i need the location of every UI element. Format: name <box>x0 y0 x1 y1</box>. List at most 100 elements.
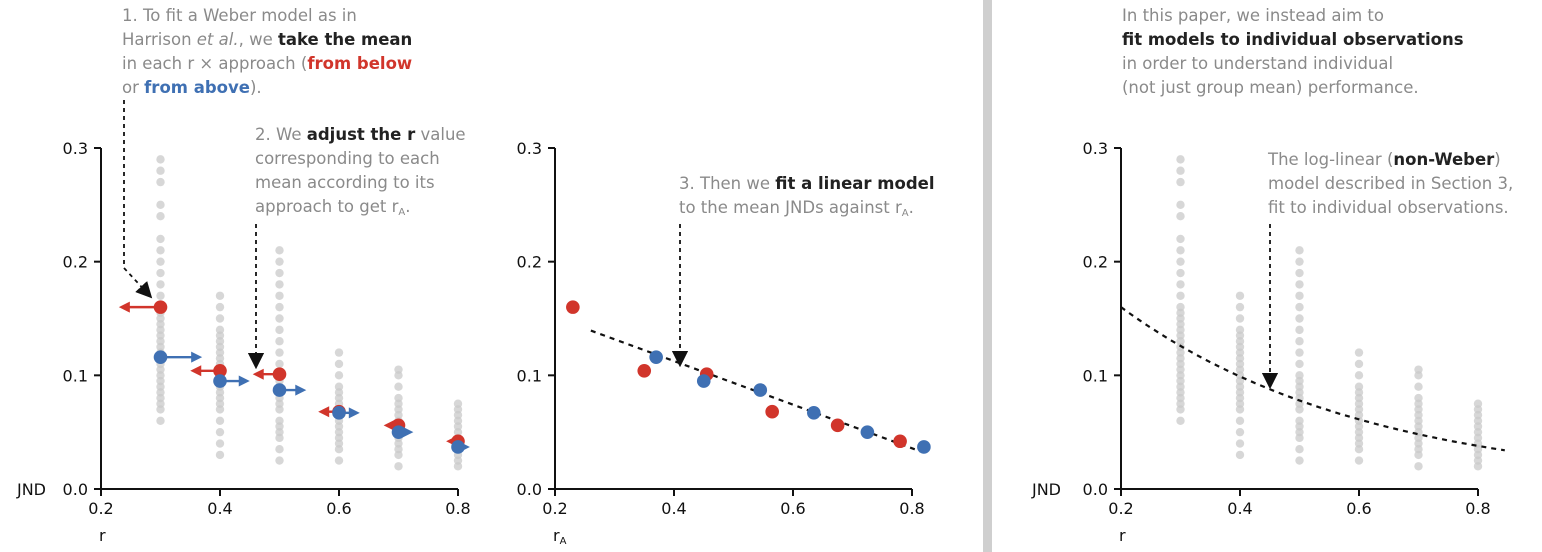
individual-observation-point <box>156 155 165 164</box>
individual-observation-point <box>334 371 344 380</box>
individual-observation-point <box>1176 268 1185 278</box>
adjusted-mean-point-from-above <box>696 374 711 388</box>
individual-observation-point <box>394 462 403 471</box>
individual-observation-point <box>215 439 225 448</box>
x-axis-label: r <box>1119 526 1126 545</box>
adjust-arrow-head-above <box>191 351 203 363</box>
individual-observation-point <box>275 314 284 323</box>
annotation-loglinear: The log-linear (non-Weber) model describ… <box>1268 150 1514 217</box>
individual-observation-point <box>334 359 344 369</box>
individual-observation-point <box>215 416 225 425</box>
adjusted-mean-point-from-above <box>649 350 663 364</box>
individual-observation-point <box>1295 337 1304 346</box>
individual-observation-point <box>215 427 225 437</box>
x-tick-label: 0.4 <box>1227 499 1252 518</box>
adjusted-mean-point-from-above <box>753 383 768 397</box>
adjust-arrow-head-below <box>252 368 264 380</box>
x-tick-label: 0.8 <box>899 499 924 518</box>
individual-observation-point <box>1235 450 1245 460</box>
mean-point-from-above <box>391 425 406 439</box>
individual-observation-point <box>1295 257 1304 266</box>
y-tick-label: 0.0 <box>63 480 88 499</box>
individual-observation-point <box>1295 268 1304 278</box>
y-axis-label: JND <box>1031 480 1061 499</box>
y-tick-label: 0.2 <box>517 253 542 272</box>
x-axis-label-subscript: A <box>560 536 567 547</box>
annotation-step-2: 2. We adjust the r value corresponding t… <box>255 125 466 218</box>
individual-observation-point <box>1295 325 1304 335</box>
x-tick-label: 0.8 <box>1465 499 1490 518</box>
individual-observation-point <box>1354 359 1364 369</box>
adjust-arrow-head-above <box>238 375 250 387</box>
individual-observation-point <box>275 291 284 300</box>
individual-observation-point <box>1414 382 1423 391</box>
adjust-arrow-head-above <box>402 426 414 438</box>
individual-observation-point <box>1176 280 1185 289</box>
individual-observation-point <box>1176 177 1185 187</box>
x-axis-label: r <box>99 526 106 545</box>
individual-observation-point <box>1354 371 1364 380</box>
annotation-step-1: 1. To fit a Weber model as in Harrison e… <box>122 6 413 97</box>
individual-observation-point <box>275 257 284 266</box>
y-tick-label: 0.0 <box>1083 480 1108 499</box>
individual-observation-point <box>156 291 165 300</box>
y-tick-label: 0.3 <box>517 139 542 158</box>
individual-observation-point <box>1295 416 1304 425</box>
individual-observation-point <box>1235 427 1245 437</box>
individual-observation-point <box>1176 234 1185 244</box>
panel-divider <box>983 0 992 552</box>
individual-observation-point <box>1176 302 1185 312</box>
individual-observation-point <box>1235 325 1245 335</box>
individual-observation-point <box>215 302 225 312</box>
y-axis-label: JND <box>16 480 46 499</box>
individual-observation-point <box>1176 212 1185 221</box>
individual-observation-point <box>1176 416 1185 425</box>
x-tick-label: 0.6 <box>326 499 351 518</box>
individual-observation-point <box>1414 393 1423 403</box>
x-tick-label: 0.8 <box>445 499 470 518</box>
individual-observation-point <box>1176 291 1185 300</box>
individual-observation-point <box>275 348 284 357</box>
individual-observation-point <box>275 337 284 346</box>
individual-observation-point <box>453 399 463 408</box>
adjusted-mean-point-from-below <box>566 300 580 314</box>
individual-observation-point <box>1176 166 1185 175</box>
individual-observation-point <box>1295 371 1304 380</box>
y-tick-label: 0.3 <box>1083 139 1108 158</box>
individual-observation-point <box>275 280 284 289</box>
individual-observation-point <box>275 456 284 465</box>
x-tick-label: 0.2 <box>1108 499 1133 518</box>
individual-observation-point <box>215 325 225 335</box>
adjusted-mean-point-from-above <box>917 440 931 454</box>
individual-observation-point <box>275 325 284 335</box>
x-tick-label: 0.4 <box>661 499 686 518</box>
individual-observation-point <box>1414 365 1423 374</box>
adjusted-mean-point-from-above <box>807 406 821 420</box>
x-tick-label: 0.6 <box>1346 499 1371 518</box>
individual-observation-point <box>215 450 225 460</box>
individual-observation-point <box>394 365 403 374</box>
y-tick-label: 0.1 <box>517 366 542 385</box>
x-tick-label: 0.6 <box>780 499 805 518</box>
individual-observation-point <box>156 268 165 278</box>
mean-point-from-below <box>272 367 287 381</box>
individual-observation-point <box>275 445 284 454</box>
individual-observation-point <box>1354 382 1364 391</box>
adjusted-mean-point-from-below <box>830 418 845 433</box>
mean-point-from-below <box>153 300 168 314</box>
adjusted-mean-point-from-above <box>860 425 875 439</box>
panel-1: 0.0 0.1 0.2 0.3 0.2 0.4 0.6 0.8 r JND <box>16 100 471 545</box>
individual-observation-point <box>334 348 344 357</box>
panel-2: 0.0 0.1 0.2 0.3 0.2 0.4 0.6 0.8 rA <box>517 139 931 547</box>
individual-observation-point <box>394 382 403 391</box>
adjust-arrow-head-above <box>348 407 360 419</box>
adjusted-mean-point-from-below <box>765 404 779 419</box>
individual-observation-point <box>156 246 165 255</box>
individual-observation-point <box>156 177 165 187</box>
individual-observation-point <box>215 314 225 323</box>
panel-3: 0.0 0.1 0.2 0.3 0.2 0.4 0.6 0.8 r JND <box>1031 139 1505 545</box>
individual-observation-point <box>334 382 344 391</box>
adjust-arrow-head-below <box>118 301 130 313</box>
individual-observation-point <box>275 302 284 312</box>
individual-observation-point <box>1235 314 1245 323</box>
